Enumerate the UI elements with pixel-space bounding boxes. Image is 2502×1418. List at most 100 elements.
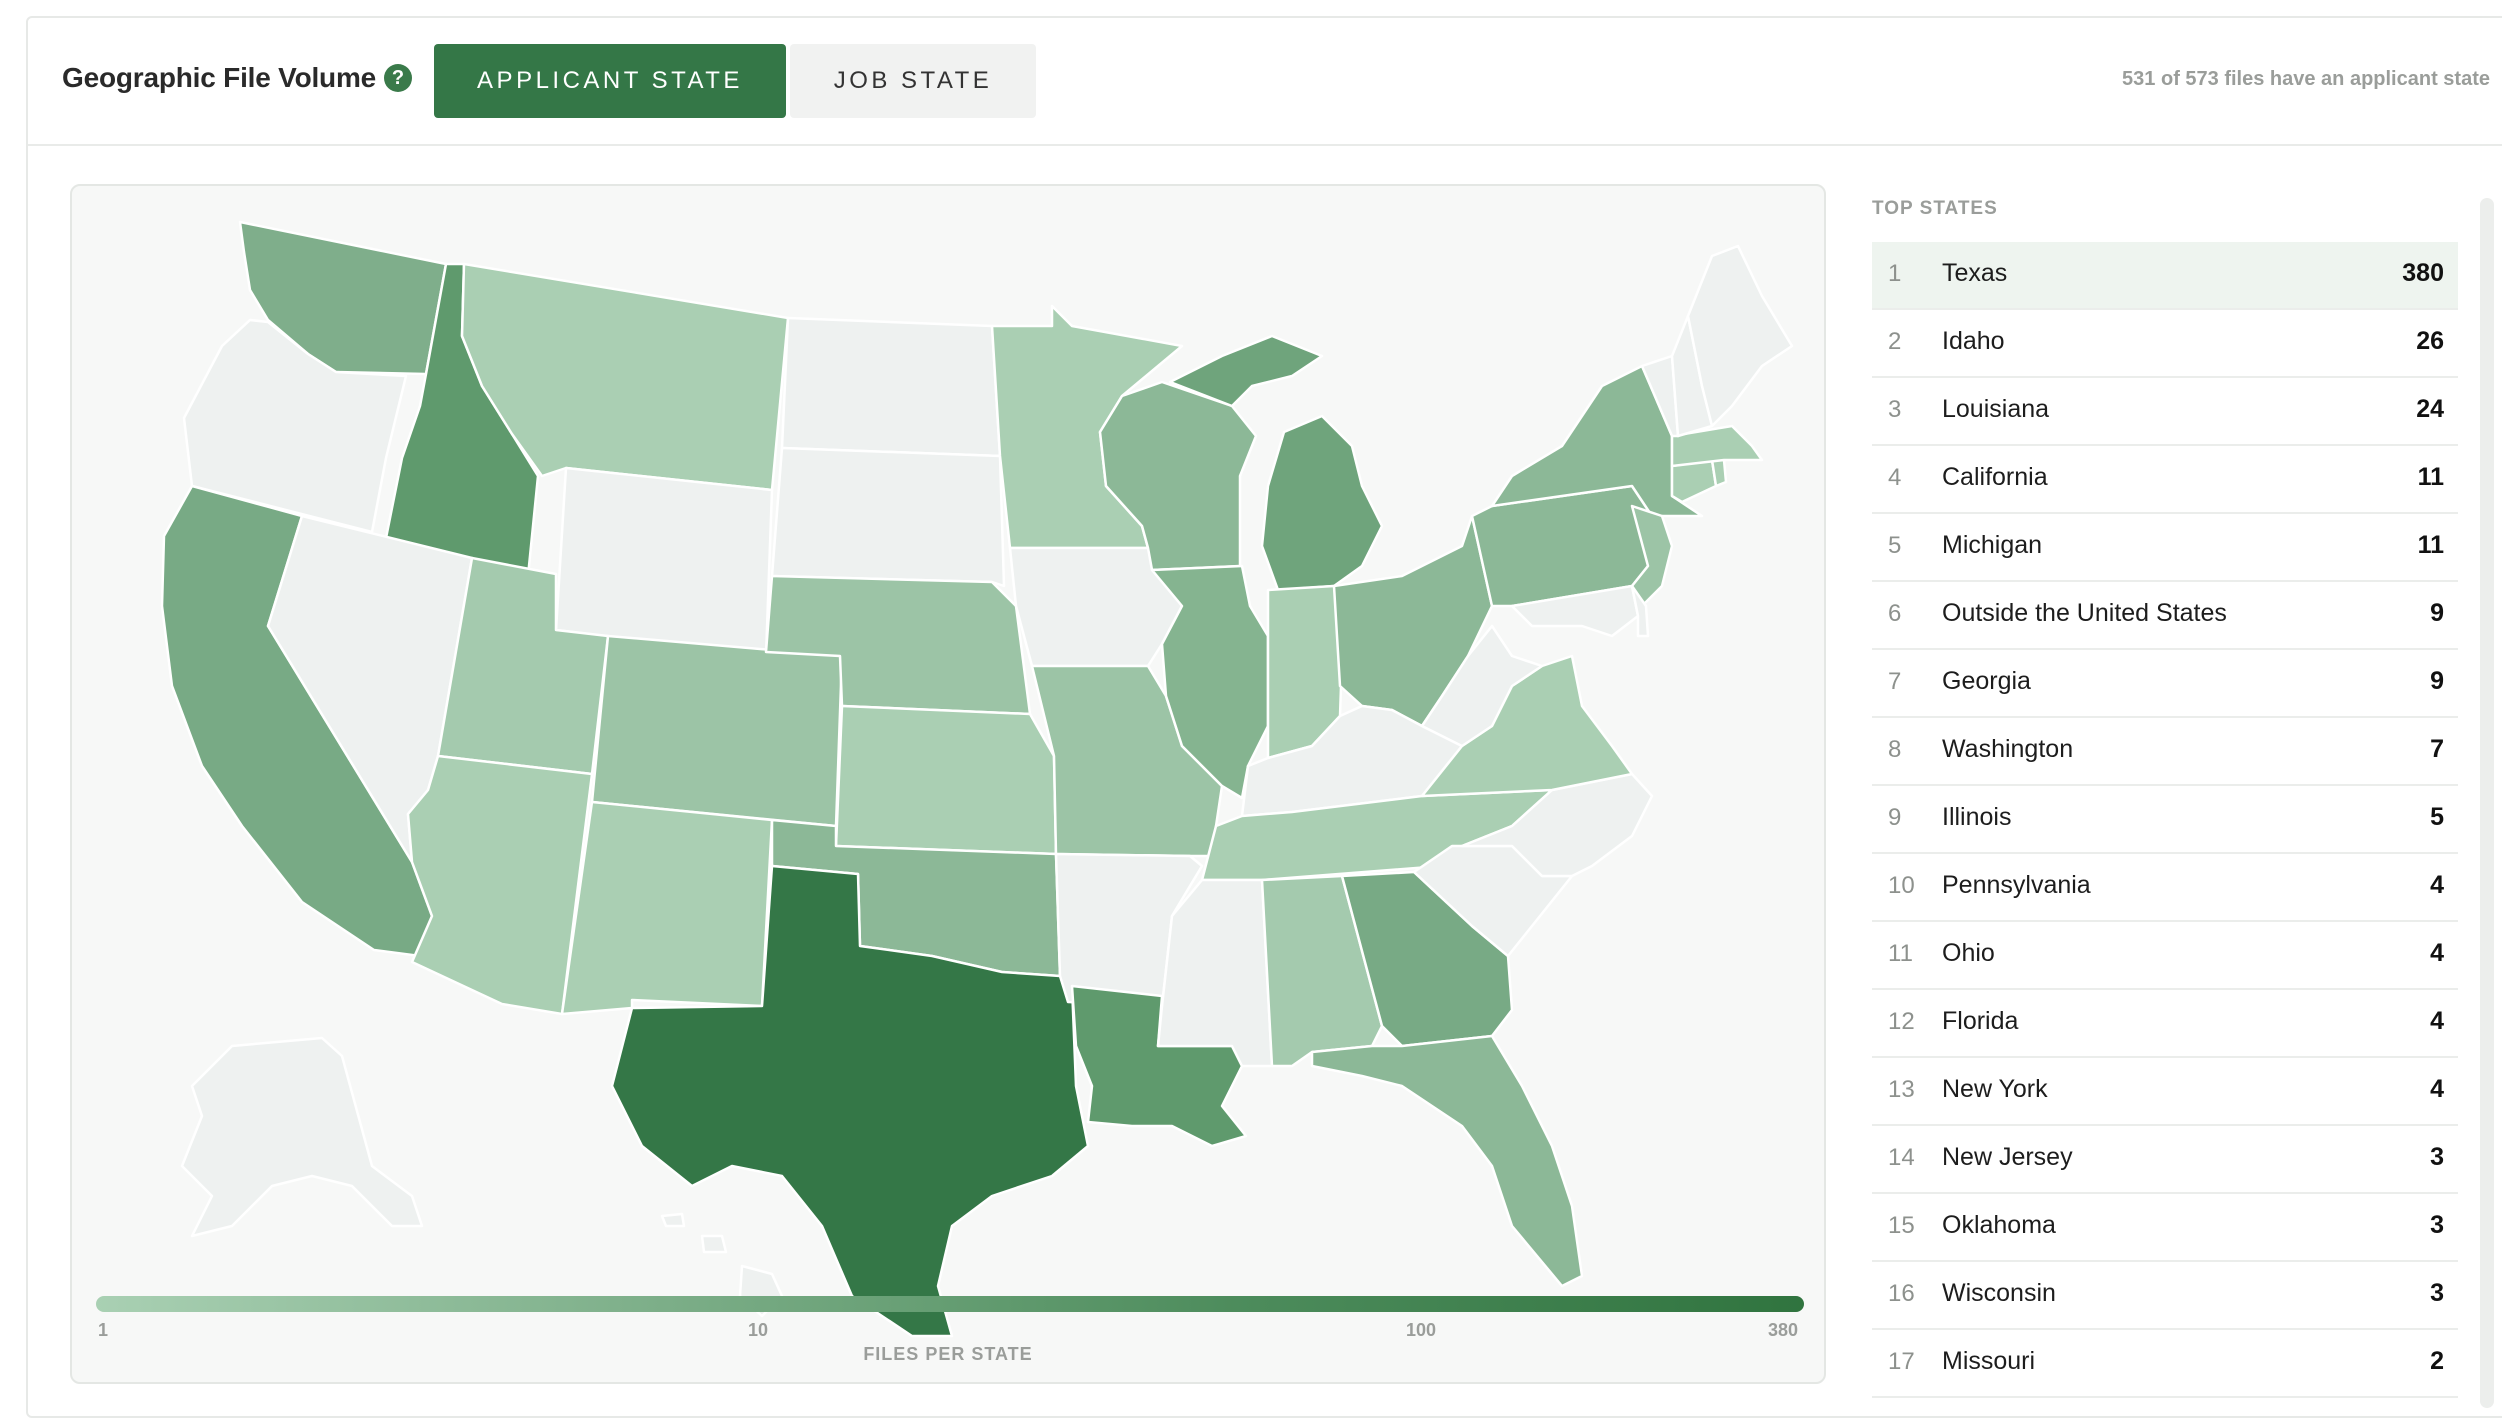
state-NC[interactable] <box>1460 772 1654 878</box>
state-count: 4 <box>2430 871 2444 899</box>
state-count: 7 <box>2430 735 2444 763</box>
state-row[interactable]: 9 Illinois 5 <box>1872 786 2458 854</box>
state-rank: 10 <box>1888 872 1915 899</box>
state-row[interactable]: 10 Pennsylvania 4 <box>1872 854 2458 922</box>
state-row[interactable]: 14 New Jersey 3 <box>1872 1126 2458 1194</box>
state-row[interactable]: 6 Outside the United States 9 <box>1872 582 2458 650</box>
state-row[interactable]: 2 Idaho 26 <box>1872 310 2458 378</box>
state-ME[interactable] <box>1686 244 1794 428</box>
state-MA[interactable] <box>1670 424 1764 468</box>
state-row[interactable]: 4 California 11 <box>1872 446 2458 514</box>
state-name: Pennsylvania <box>1942 871 2091 899</box>
state-rank: 9 <box>1888 804 1902 831</box>
state-CO[interactable] <box>590 634 844 828</box>
help-icon[interactable]: ? <box>384 64 412 92</box>
state-count: 11 <box>2417 463 2444 491</box>
state-name: Michigan <box>1942 531 2043 559</box>
state-name: Washington <box>1942 735 2074 763</box>
state-IL[interactable] <box>1150 564 1270 800</box>
state-count: 26 <box>2416 327 2444 355</box>
state-SD[interactable] <box>770 446 1006 588</box>
state-row[interactable]: 8 Washington 7 <box>1872 718 2458 786</box>
state-name: Texas <box>1942 259 2008 287</box>
state-name: Ohio <box>1942 939 1995 967</box>
state-row[interactable]: 12 Florida 4 <box>1872 990 2458 1058</box>
state-WV[interactable] <box>1420 624 1544 748</box>
state-TX[interactable] <box>610 864 1090 1338</box>
state-count: 11 <box>2417 531 2444 559</box>
state-count: 9 <box>2430 667 2444 695</box>
file-count-summary: 531 of 573 files have an applicant state <box>2122 68 2490 90</box>
top-states-title: TOP STATES <box>1872 198 1998 219</box>
state-rank: 14 <box>1888 1144 1915 1171</box>
state-NJ[interactable] <box>1630 504 1674 608</box>
state-rank: 5 <box>1888 532 1902 559</box>
state-DE[interactable] <box>1630 584 1650 638</box>
state-count: 24 <box>2416 395 2444 423</box>
state-row[interactable]: 16 Wisconsin 3 <box>1872 1262 2458 1330</box>
state-name: California <box>1942 463 2048 491</box>
state-NM[interactable] <box>560 800 774 1016</box>
state-row[interactable]: 7 Georgia 9 <box>1872 650 2458 718</box>
state-rank: 13 <box>1888 1076 1915 1103</box>
state-name: Missouri <box>1942 1347 2036 1375</box>
state-name: New York <box>1942 1075 2048 1103</box>
state-name: New Jersey <box>1942 1143 2073 1171</box>
state-rank: 6 <box>1888 600 1902 627</box>
top-states-scrollbar[interactable] <box>2480 198 2494 1408</box>
state-WY[interactable] <box>554 466 774 658</box>
state-name: Idaho <box>1942 327 2005 355</box>
state-count: 3 <box>2430 1211 2444 1239</box>
top-states-list: 1 Texas 380 2 Idaho 26 3 Louisiana 24 4 California… <box>1872 242 2458 1398</box>
state-rank: 16 <box>1888 1280 1915 1307</box>
state-name: Illinois <box>1942 803 2012 831</box>
state-name: Georgia <box>1942 667 2031 695</box>
state-rank: 1 <box>1888 260 1902 287</box>
legend-tick-1: 1 <box>98 1320 109 1340</box>
state-rank: 11 <box>1888 940 1913 967</box>
state-count: 2 <box>2430 1347 2444 1375</box>
us-choropleth-map <box>160 220 1794 1338</box>
state-rank: 7 <box>1888 668 1902 695</box>
us-map-panel: 1 10 100 380 FILES PER STATE <box>70 184 1826 1384</box>
state-row[interactable]: 3 Louisiana 24 <box>1872 378 2458 446</box>
state-row[interactable]: 11 Ohio 4 <box>1872 922 2458 990</box>
state-rank: 12 <box>1888 1008 1915 1035</box>
state-row[interactable]: 13 New York 4 <box>1872 1058 2458 1126</box>
state-FL[interactable] <box>1310 1034 1584 1288</box>
tab-applicant-state[interactable]: APPLICANT STATE <box>434 44 786 118</box>
card-title: Geographic File Volume <box>62 62 377 93</box>
state-name: Oklahoma <box>1942 1211 2056 1239</box>
state-rank: 2 <box>1888 328 1902 355</box>
state-row[interactable]: 17 Missouri 2 <box>1872 1330 2458 1398</box>
legend-tick-380: 380 <box>1768 1320 1799 1340</box>
card-header: Geographic File Volume ? APPLICANT STATE… <box>28 18 2502 146</box>
state-count: 3 <box>2430 1279 2444 1307</box>
state-count: 380 <box>2402 259 2444 287</box>
state-name: Florida <box>1942 1007 2019 1035</box>
state-count: 4 <box>2430 939 2444 967</box>
state-MT[interactable] <box>460 262 790 492</box>
state-rank: 4 <box>1888 464 1902 491</box>
legend-title: FILES PER STATE <box>863 1344 1033 1364</box>
legend-gradient-bar <box>96 1296 1804 1312</box>
state-row[interactable]: 5 Michigan 11 <box>1872 514 2458 582</box>
state-AZ[interactable] <box>406 754 594 1016</box>
legend-tick-100: 100 <box>1406 1320 1437 1340</box>
tab-job-state[interactable]: JOB STATE <box>790 44 1036 118</box>
state-row[interactable]: 1 Texas 380 <box>1872 242 2458 310</box>
state-rank: 8 <box>1888 736 1902 763</box>
state-rank: 15 <box>1888 1212 1915 1239</box>
state-name: Louisiana <box>1942 395 2050 423</box>
state-count: 4 <box>2430 1007 2444 1035</box>
state-row[interactable]: 15 Oklahoma 3 <box>1872 1194 2458 1262</box>
state-ND[interactable] <box>780 316 1002 458</box>
state-name: Wisconsin <box>1942 1279 2056 1307</box>
state-rank: 3 <box>1888 396 1902 423</box>
state-KS[interactable] <box>834 704 1058 856</box>
state-MI[interactable] <box>1168 334 1384 592</box>
state-OR[interactable] <box>182 318 408 534</box>
state-count: 3 <box>2430 1143 2444 1171</box>
state-name: Outside the United States <box>1942 599 2227 627</box>
state-AK[interactable] <box>180 1036 424 1238</box>
